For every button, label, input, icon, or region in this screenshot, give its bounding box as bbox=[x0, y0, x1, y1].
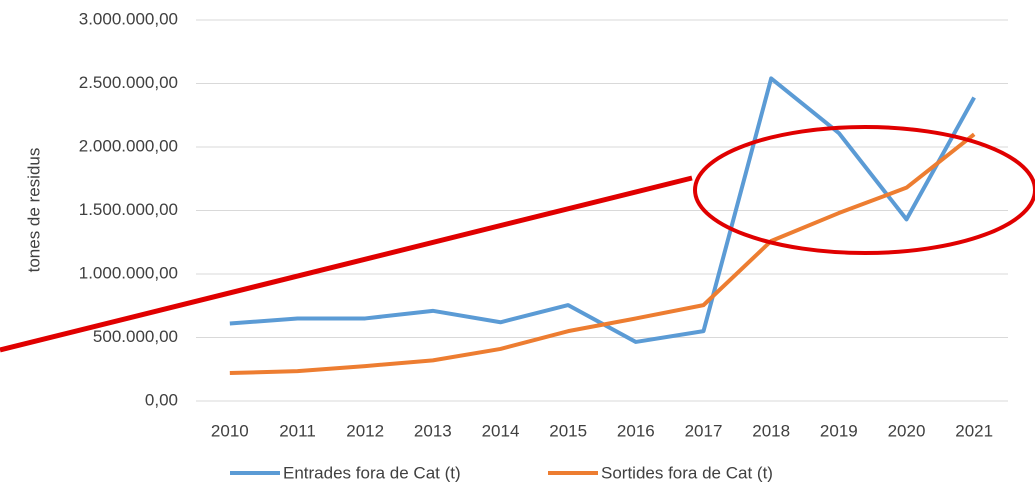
y-tick-label: 1.000.000,00 bbox=[79, 263, 178, 282]
x-tick-label: 2016 bbox=[617, 421, 655, 440]
y-tick-label: 2.500.000,00 bbox=[79, 73, 178, 92]
x-tick-label: 2014 bbox=[482, 421, 520, 440]
x-tick-label: 2015 bbox=[549, 421, 587, 440]
y-tick-label: 3.000.000,00 bbox=[79, 9, 178, 28]
legend-label: Sortides fora de Cat (t) bbox=[601, 463, 773, 482]
x-tick-label: 2018 bbox=[752, 421, 790, 440]
plot-area: 0,00 500.000,00 1.000.000,00 1.500.000,00 2.… bbox=[79, 9, 1008, 440]
legend-label: Entrades fora de Cat (t) bbox=[283, 463, 461, 482]
x-tick-label: 2020 bbox=[888, 421, 926, 440]
x-tick-label: 2012 bbox=[346, 421, 384, 440]
series-line bbox=[229, 132, 976, 376]
y-tick-label: 1.500.000,00 bbox=[79, 200, 178, 219]
x-tick-label: 2017 bbox=[685, 421, 723, 440]
y-tick-label: 2.000.000,00 bbox=[79, 136, 178, 155]
x-tick-label: 2021 bbox=[955, 421, 993, 440]
annotation bbox=[0, 125, 1035, 353]
x-tick-label: 2013 bbox=[414, 421, 452, 440]
x-tick-label: 2011 bbox=[279, 421, 316, 440]
y-axis-label: tones de residus bbox=[24, 148, 43, 273]
annotation-line bbox=[0, 175, 693, 353]
y-tick-label: 0,00 bbox=[145, 390, 178, 409]
x-tick-label: 2019 bbox=[820, 421, 858, 440]
x-tick-label: 2010 bbox=[211, 421, 249, 440]
y-tick-label: 500.000,00 bbox=[93, 327, 178, 346]
annotation-ellipse bbox=[693, 125, 1035, 255]
